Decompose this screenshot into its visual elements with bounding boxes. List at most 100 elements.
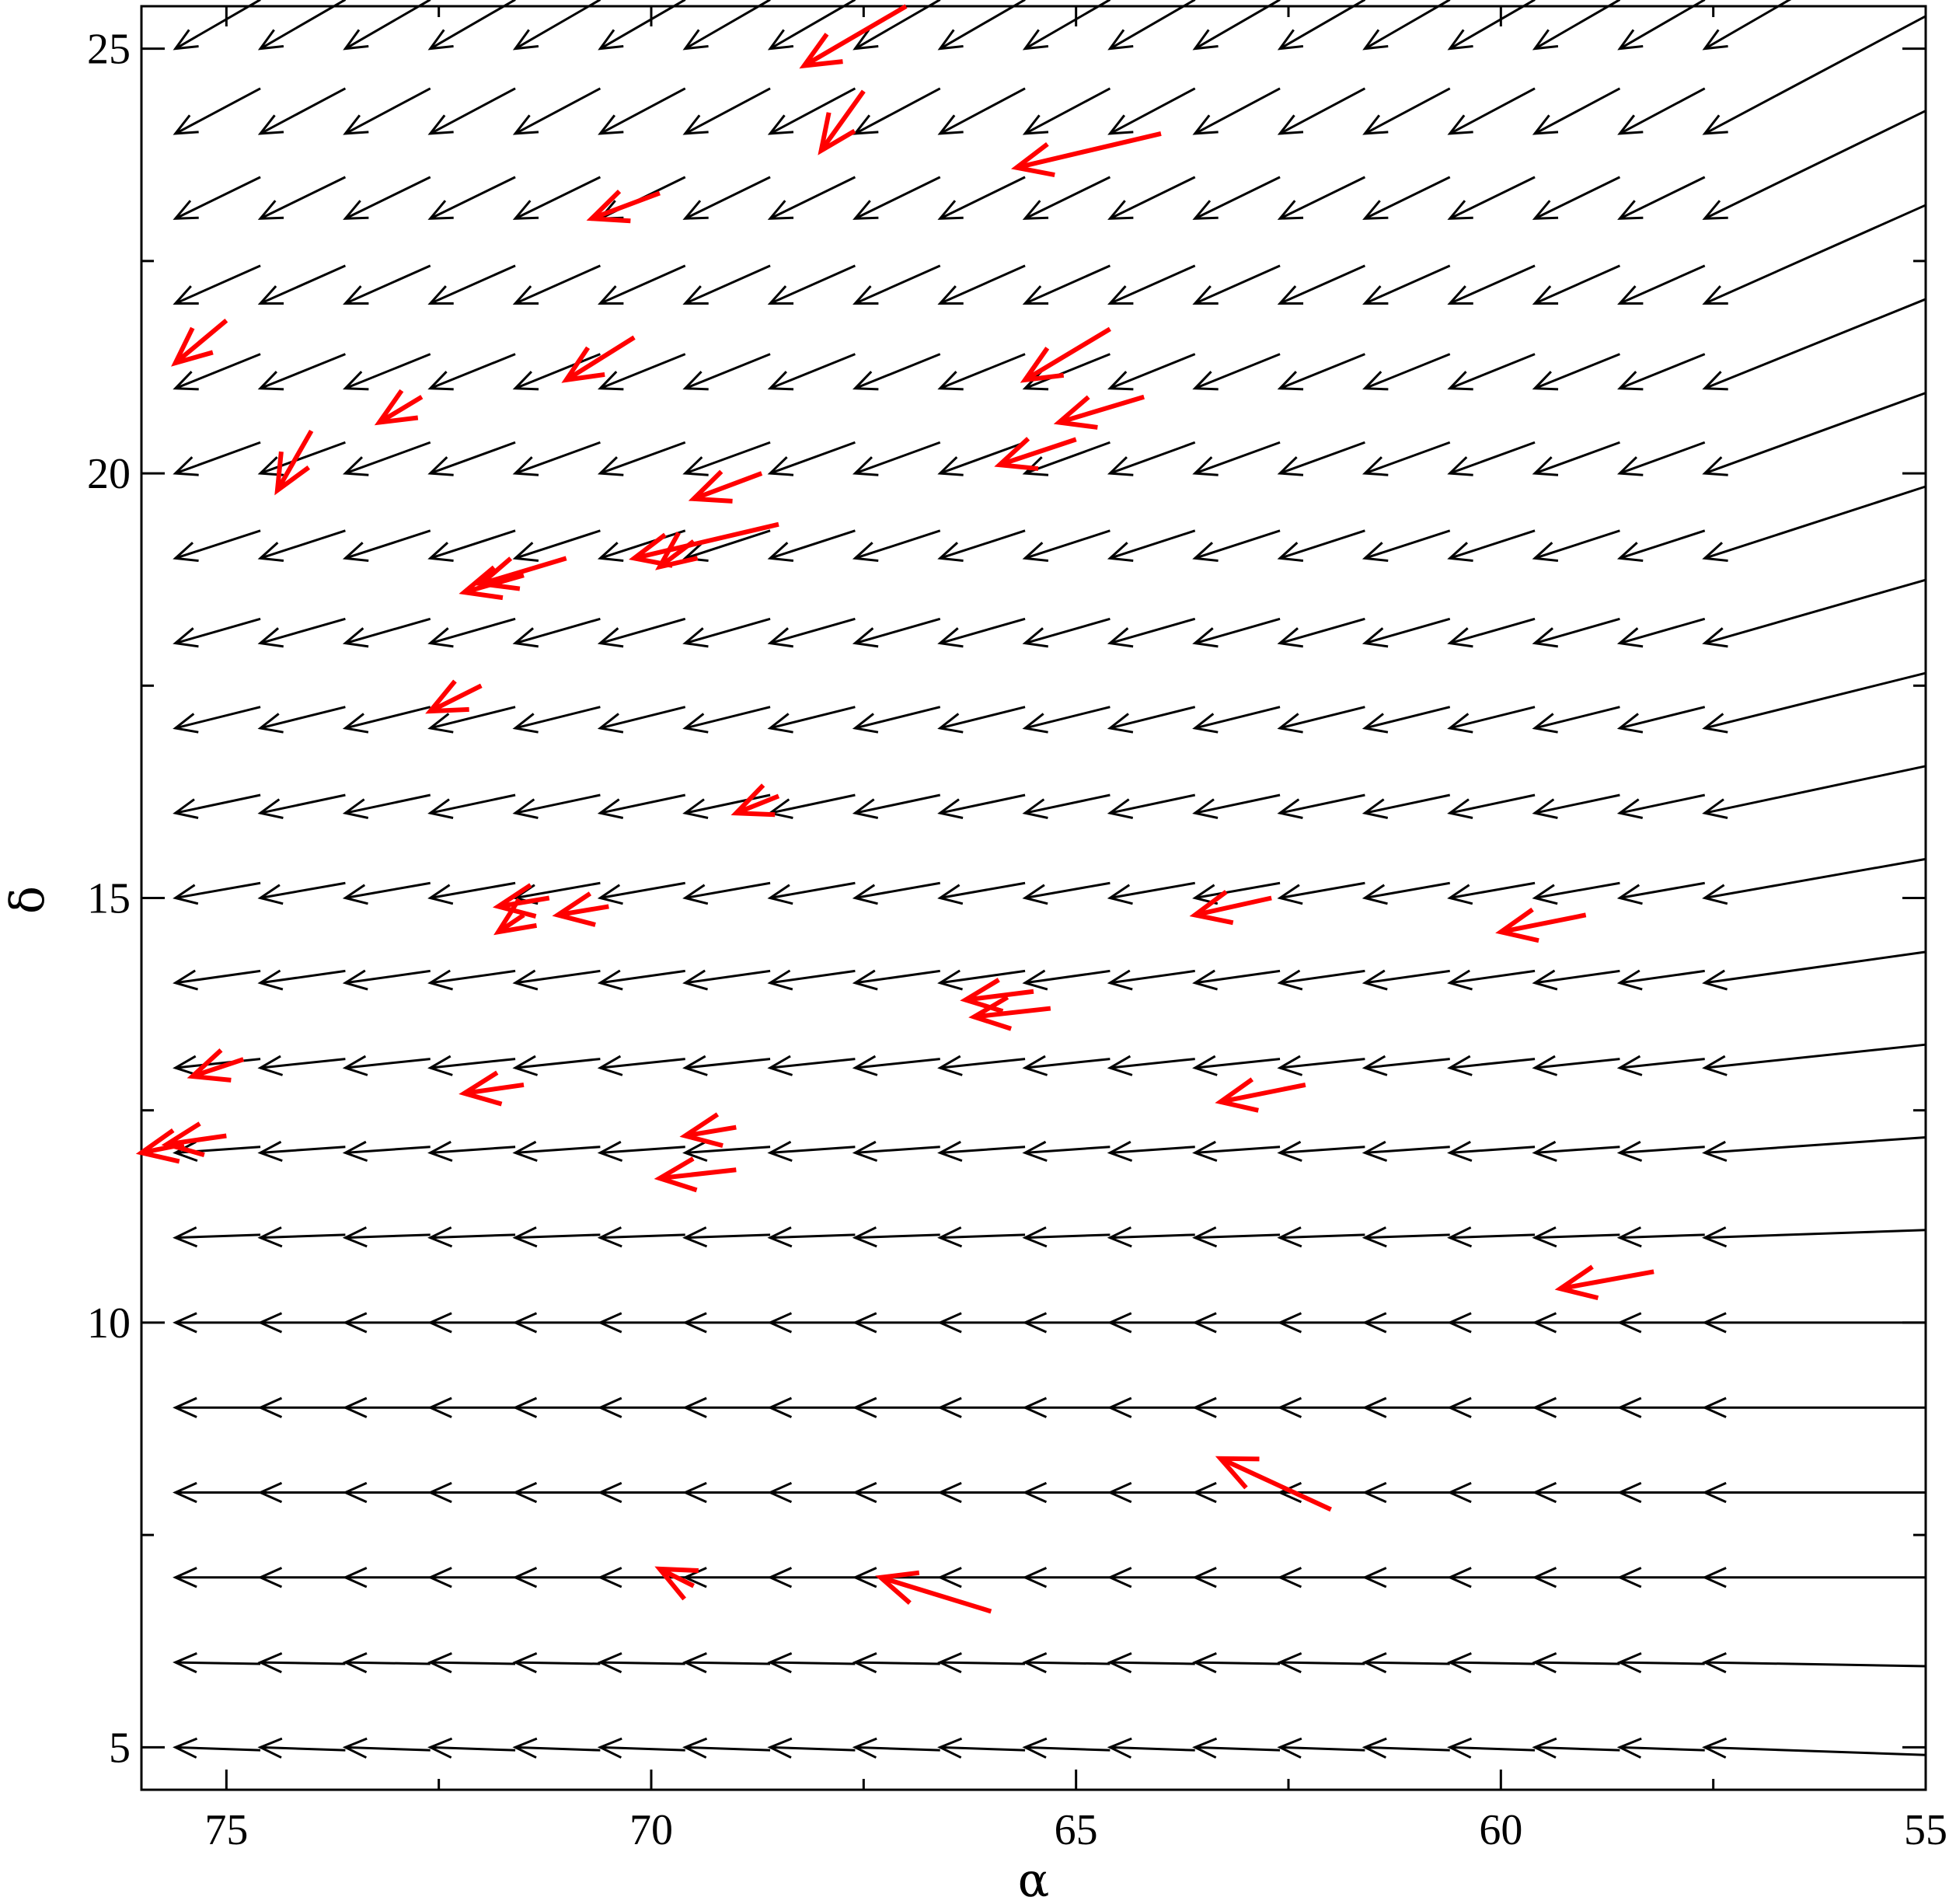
- field-row: [173, 857, 1926, 905]
- vector-head: [257, 1140, 283, 1163]
- vector-head: [1022, 1055, 1048, 1076]
- vector-shaft: [345, 1058, 431, 1069]
- vector-shaft: [464, 1082, 525, 1096]
- field-vector: [1702, 765, 1926, 819]
- field-vector: [512, 1397, 601, 1418]
- field-vector: [937, 706, 1026, 734]
- vector-head: [682, 1651, 707, 1674]
- field-vector: [1022, 1226, 1110, 1248]
- vector-head: [1215, 1456, 1260, 1490]
- vector-head: [1020, 347, 1065, 383]
- y-axis-ticks: 5 10 15 20 25: [87, 26, 1926, 1772]
- vector-head: [597, 969, 623, 991]
- vector-shaft: [940, 1058, 1026, 1069]
- vector-shaft: [260, 1233, 346, 1240]
- vector-head: [427, 969, 453, 991]
- vector-head: [343, 285, 369, 305]
- vector-shaft: [1194, 1661, 1281, 1665]
- vector-shaft: [345, 881, 431, 899]
- vector-head: [1107, 456, 1134, 476]
- vector-head: [173, 29, 199, 51]
- vector-head: [427, 1651, 452, 1674]
- vector-shaft: [429, 683, 483, 713]
- vector-shaft: [1280, 1661, 1365, 1665]
- vector-head: [1362, 371, 1389, 391]
- highlight-vector: [1215, 1077, 1306, 1113]
- vector-head: [1277, 1140, 1302, 1163]
- field-vector: [1532, 353, 1620, 391]
- vector-head: [1022, 627, 1048, 648]
- vector-head: [682, 1055, 708, 1076]
- field-vector: [427, 1481, 516, 1504]
- highlight-vector: [425, 679, 483, 714]
- field-vector: [1362, 1140, 1450, 1163]
- highlight-vector: [476, 556, 567, 591]
- vector-shaft: [1449, 1146, 1536, 1154]
- field-vector: [1192, 176, 1281, 220]
- field-vector: [342, 1567, 431, 1588]
- field-vector: [1192, 793, 1281, 819]
- vector-head: [937, 542, 964, 563]
- vector-shaft: [600, 1233, 685, 1240]
- field-vector: [1532, 793, 1620, 819]
- vector-shaft: [1619, 529, 1706, 560]
- vector-head: [1447, 1226, 1473, 1248]
- vector-shaft: [1025, 1233, 1110, 1240]
- field-vector: [342, 1140, 431, 1163]
- vector-head: [342, 371, 369, 391]
- field-vector: [1277, 353, 1365, 391]
- vector-shaft: [1620, 1146, 1705, 1154]
- vector-shaft: [685, 87, 771, 135]
- vector-head: [767, 29, 794, 51]
- vector-head: [1107, 285, 1134, 305]
- vector-head: [342, 798, 369, 819]
- highlighted-vectors: [135, 4, 1654, 1614]
- field-row: [173, 15, 1926, 135]
- vector-head: [1616, 1140, 1643, 1163]
- field-vector: [1107, 87, 1196, 135]
- vector-head: [994, 437, 1039, 472]
- vector-shaft: [514, 881, 601, 899]
- vector-shaft: [1620, 1661, 1705, 1665]
- field-vector: [1022, 0, 1111, 51]
- vector-shaft: [345, 1745, 431, 1752]
- vector-shaft: [685, 1146, 771, 1154]
- field-vector: [173, 87, 261, 135]
- vector-head: [767, 1737, 793, 1759]
- field-vector: [937, 793, 1026, 819]
- vector-head: [1192, 114, 1219, 135]
- vector-shaft: [685, 969, 771, 985]
- vector-head: [682, 114, 709, 135]
- field-vector: [597, 617, 686, 648]
- field-vector: [1532, 1567, 1620, 1588]
- vector-shaft: [1620, 793, 1706, 814]
- field-vector: [257, 441, 346, 476]
- x-tick-label: 60: [1479, 1806, 1522, 1854]
- vector-head: [512, 1055, 539, 1076]
- vector-head: [1107, 1651, 1132, 1674]
- field-vector: [1107, 264, 1196, 305]
- vector-shaft: [1016, 131, 1162, 170]
- vector-head: [1192, 542, 1219, 563]
- vector-head: [1362, 884, 1388, 905]
- field-row: [173, 765, 1926, 819]
- vector-shaft: [1365, 1661, 1450, 1665]
- vector-shaft: [514, 264, 601, 305]
- field-vector: [1107, 353, 1196, 391]
- field-vector: [1532, 1737, 1620, 1759]
- vector-shaft: [685, 264, 771, 305]
- vector-head: [1192, 1651, 1217, 1674]
- vector-head: [173, 627, 199, 648]
- vector-shaft: [940, 969, 1026, 985]
- vector-shaft: [260, 706, 346, 730]
- field-vector: [1447, 353, 1536, 391]
- field-vector: [342, 1055, 431, 1076]
- field-vector: [1362, 1567, 1450, 1588]
- field-vector: [512, 0, 601, 51]
- field-vector: [937, 969, 1026, 991]
- vector-shaft: [260, 881, 346, 899]
- vector-head: [427, 285, 454, 305]
- vector-shaft: [1449, 617, 1536, 645]
- field-row: [173, 0, 1792, 51]
- vector-shaft: [463, 573, 525, 595]
